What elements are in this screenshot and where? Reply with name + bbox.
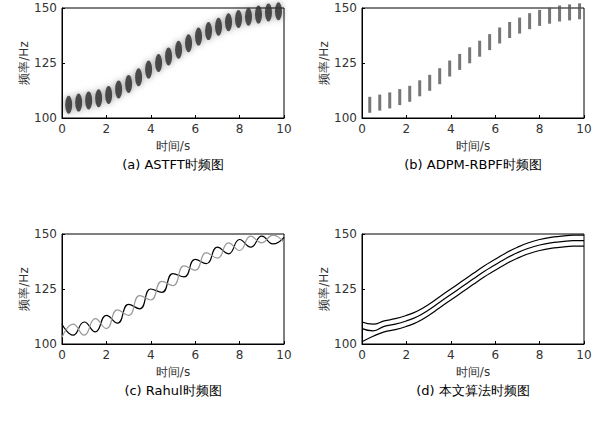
svg-text:10: 10 — [276, 122, 291, 136]
svg-text:6: 6 — [491, 122, 499, 136]
svg-text:频率/Hz: 频率/Hz — [317, 267, 331, 310]
svg-text:125: 125 — [34, 282, 57, 296]
svg-text:150: 150 — [34, 227, 57, 241]
svg-text:100: 100 — [34, 337, 57, 351]
svg-text:(a) ASTFT时频图: (a) ASTFT时频图 — [122, 157, 224, 172]
svg-text:6: 6 — [191, 122, 199, 136]
svg-text:6: 6 — [491, 348, 499, 362]
svg-text:125: 125 — [334, 56, 357, 70]
svg-text:8: 8 — [536, 122, 544, 136]
svg-text:时间/s: 时间/s — [456, 139, 490, 153]
svg-text:125: 125 — [334, 282, 357, 296]
svg-text:125: 125 — [34, 56, 57, 70]
svg-text:6: 6 — [191, 348, 199, 362]
svg-text:4: 4 — [447, 122, 455, 136]
svg-text:10: 10 — [576, 122, 591, 136]
svg-text:4: 4 — [147, 122, 155, 136]
svg-text:0: 0 — [58, 122, 66, 136]
svg-text:4: 4 — [147, 348, 155, 362]
svg-text:(b) ADPM-RBPF时频图: (b) ADPM-RBPF时频图 — [404, 157, 541, 172]
svg-text:2: 2 — [403, 122, 411, 136]
svg-text:时间/s: 时间/s — [156, 365, 190, 379]
svg-text:100: 100 — [34, 111, 57, 125]
svg-text:100: 100 — [334, 111, 357, 125]
svg-text:4: 4 — [447, 348, 455, 362]
svg-text:10: 10 — [276, 348, 291, 362]
svg-text:频率/Hz: 频率/Hz — [317, 41, 331, 84]
svg-text:150: 150 — [334, 227, 357, 241]
svg-text:(c) Rahul时频图: (c) Rahul时频图 — [124, 383, 221, 398]
svg-text:时间/s: 时间/s — [156, 139, 190, 153]
svg-text:8: 8 — [236, 348, 244, 362]
svg-text:150: 150 — [34, 1, 57, 15]
svg-text:0: 0 — [358, 122, 366, 136]
svg-text:频率/Hz: 频率/Hz — [17, 41, 31, 84]
svg-text:0: 0 — [58, 348, 66, 362]
svg-text:频率/Hz: 频率/Hz — [17, 267, 31, 310]
svg-text:8: 8 — [236, 122, 244, 136]
svg-text:2: 2 — [103, 122, 111, 136]
svg-text:2: 2 — [403, 348, 411, 362]
svg-text:0: 0 — [358, 348, 366, 362]
svg-text:时间/s: 时间/s — [456, 365, 490, 379]
svg-text:10: 10 — [576, 348, 591, 362]
svg-text:(d) 本文算法时频图: (d) 本文算法时频图 — [416, 383, 530, 398]
svg-text:150: 150 — [334, 1, 357, 15]
svg-text:100: 100 — [334, 337, 357, 351]
svg-text:2: 2 — [103, 348, 111, 362]
svg-text:8: 8 — [536, 348, 544, 362]
